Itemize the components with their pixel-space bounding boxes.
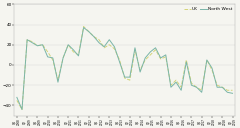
- UK: [26, 39, 29, 40]
- UK: [15, 100, 18, 101]
- North West: [41, 44, 44, 46]
- UK: [169, 84, 172, 86]
- UK: [36, 45, 39, 46]
- North West: [169, 87, 172, 88]
- North West: [159, 57, 162, 59]
- North West: [133, 47, 136, 49]
- Line: North West: North West: [17, 28, 233, 109]
- North West: [21, 109, 24, 110]
- UK: [139, 69, 142, 71]
- North West: [195, 87, 198, 88]
- UK: [62, 57, 65, 59]
- UK: [41, 44, 44, 46]
- North West: [128, 76, 131, 78]
- UK: [87, 31, 90, 32]
- North West: [103, 46, 106, 47]
- North West: [26, 39, 29, 40]
- UK: [185, 59, 188, 61]
- North West: [149, 51, 152, 53]
- North West: [226, 92, 229, 93]
- North West: [200, 92, 203, 93]
- North West: [56, 81, 59, 83]
- UK: [118, 59, 121, 61]
- UK: [210, 69, 213, 71]
- UK: [226, 89, 229, 91]
- UK: [205, 59, 208, 61]
- North West: [185, 61, 188, 63]
- North West: [87, 31, 90, 32]
- UK: [72, 51, 75, 53]
- North West: [46, 56, 49, 58]
- North West: [62, 57, 65, 59]
- UK: [92, 36, 95, 37]
- North West: [174, 81, 177, 83]
- UK: [180, 87, 183, 88]
- Line: UK: UK: [17, 26, 233, 109]
- UK: [46, 51, 49, 53]
- North West: [77, 55, 80, 57]
- UK: [31, 41, 34, 42]
- UK: [231, 89, 234, 91]
- North West: [36, 45, 39, 46]
- North West: [154, 47, 157, 49]
- North West: [31, 42, 34, 44]
- UK: [159, 58, 162, 60]
- UK: [221, 87, 224, 88]
- North West: [216, 87, 219, 88]
- UK: [113, 48, 116, 50]
- North West: [139, 71, 142, 73]
- UK: [51, 59, 54, 61]
- UK: [216, 84, 219, 86]
- UK: [56, 79, 59, 81]
- North West: [123, 76, 126, 78]
- UK: [133, 49, 136, 51]
- North West: [72, 49, 75, 51]
- North West: [164, 54, 167, 56]
- North West: [108, 39, 111, 40]
- UK: [21, 109, 24, 110]
- UK: [103, 47, 106, 49]
- UK: [195, 87, 198, 88]
- North West: [210, 67, 213, 69]
- North West: [82, 27, 85, 28]
- North West: [92, 36, 95, 37]
- Legend: UK, North West: UK, North West: [184, 7, 233, 12]
- North West: [205, 59, 208, 61]
- North West: [67, 44, 70, 46]
- UK: [67, 44, 70, 46]
- North West: [231, 93, 234, 94]
- UK: [144, 59, 147, 61]
- UK: [190, 82, 193, 84]
- UK: [82, 26, 85, 27]
- UK: [164, 56, 167, 58]
- North West: [190, 84, 193, 86]
- UK: [149, 54, 152, 56]
- UK: [123, 77, 126, 79]
- UK: [200, 89, 203, 91]
- North West: [51, 57, 54, 59]
- UK: [174, 79, 177, 81]
- North West: [118, 61, 121, 63]
- North West: [144, 57, 147, 59]
- UK: [77, 54, 80, 56]
- UK: [154, 49, 157, 51]
- UK: [108, 44, 111, 46]
- North West: [98, 42, 101, 44]
- North West: [180, 89, 183, 91]
- North West: [113, 46, 116, 47]
- UK: [98, 39, 101, 40]
- North West: [221, 87, 224, 88]
- UK: [128, 79, 131, 81]
- North West: [15, 97, 18, 98]
